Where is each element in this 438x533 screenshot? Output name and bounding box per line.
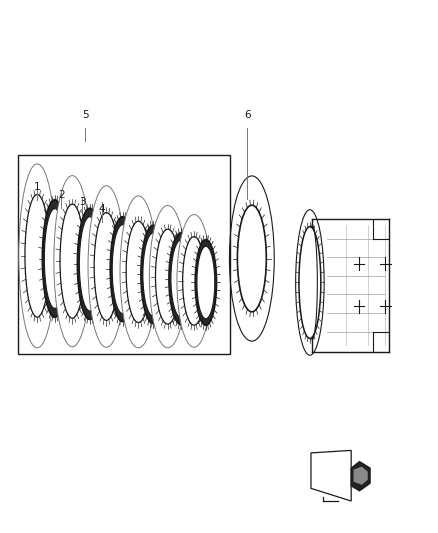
Bar: [18, 155, 230, 354]
Ellipse shape: [19, 164, 56, 348]
Ellipse shape: [171, 240, 192, 318]
Text: 3: 3: [79, 197, 86, 207]
Ellipse shape: [141, 225, 166, 324]
Ellipse shape: [177, 215, 211, 348]
Ellipse shape: [42, 200, 67, 317]
Ellipse shape: [149, 205, 186, 348]
Polygon shape: [351, 462, 370, 491]
Ellipse shape: [112, 225, 133, 313]
Ellipse shape: [169, 233, 194, 325]
Ellipse shape: [120, 196, 157, 348]
Ellipse shape: [78, 208, 102, 319]
Ellipse shape: [54, 176, 91, 347]
Ellipse shape: [88, 186, 125, 348]
Text: 2: 2: [58, 190, 65, 200]
Ellipse shape: [44, 208, 65, 308]
Text: 1: 1: [34, 182, 41, 192]
Ellipse shape: [195, 240, 216, 325]
Ellipse shape: [299, 227, 321, 338]
Polygon shape: [353, 466, 368, 485]
Ellipse shape: [79, 217, 100, 311]
Ellipse shape: [110, 217, 135, 321]
Ellipse shape: [237, 205, 266, 312]
Ellipse shape: [143, 233, 164, 316]
Text: 4: 4: [98, 204, 105, 214]
Text: 5: 5: [82, 110, 89, 120]
Ellipse shape: [197, 246, 215, 319]
Text: 6: 6: [244, 110, 251, 120]
